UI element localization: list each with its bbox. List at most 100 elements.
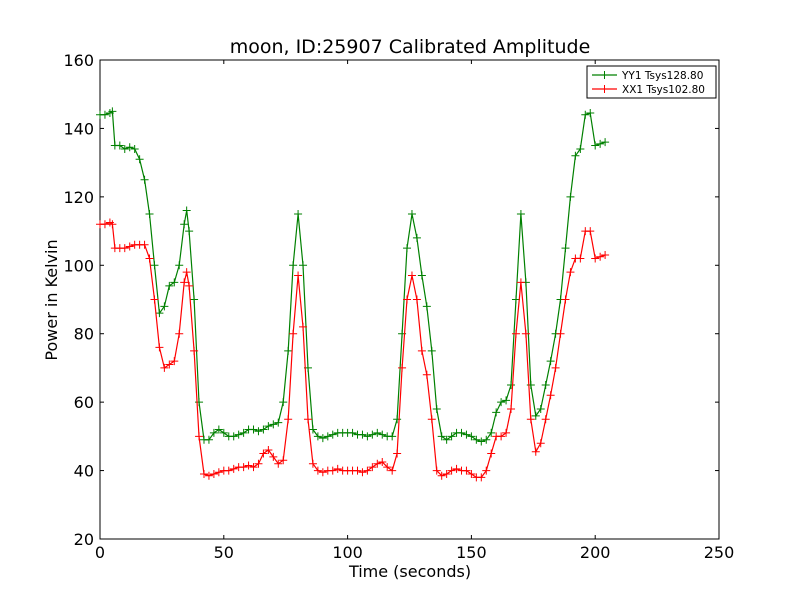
data-point: [487, 449, 496, 458]
data-point: [279, 456, 288, 465]
data-point: [566, 268, 575, 277]
data-point: [591, 254, 600, 263]
x-tick-label: 50: [214, 543, 234, 562]
data-point: [165, 281, 174, 290]
data-point: [165, 360, 174, 369]
legend-box: [586, 65, 717, 99]
data-point: [214, 468, 223, 477]
data-point: [100, 110, 109, 119]
data-point: [432, 404, 441, 413]
data-point: [254, 459, 263, 468]
data-point: [516, 278, 525, 287]
data-point: [108, 220, 117, 229]
data-point: [457, 428, 466, 437]
data-point: [531, 411, 540, 420]
data-point: [140, 175, 149, 184]
data-point: [274, 418, 283, 427]
data-point: [437, 432, 446, 441]
data-point: [422, 370, 431, 379]
data-point: [264, 446, 273, 455]
x-axis-label: Time (seconds): [348, 562, 471, 581]
data-point: [199, 469, 208, 478]
data-point: [442, 469, 451, 478]
data-point: [264, 422, 273, 431]
data-point: [571, 151, 580, 160]
data-point: [467, 432, 476, 441]
legend-entry: XX1 Tsys102.80: [622, 84, 705, 96]
data-point: [398, 363, 407, 372]
data-point: [388, 432, 397, 441]
data-point: [214, 425, 223, 434]
data-point: [407, 271, 416, 280]
data-point: [145, 209, 154, 218]
data-point: [195, 432, 204, 441]
data-point: [511, 295, 520, 304]
legend-entry: YY1 Tsys128.80: [621, 70, 703, 82]
data-point: [259, 425, 268, 434]
data-point: [462, 430, 471, 439]
y-tick-label: 100: [63, 256, 94, 275]
data-point: [140, 240, 149, 249]
data-point: [452, 464, 461, 473]
data-point: [531, 447, 540, 456]
y-tick-label: 140: [63, 119, 94, 138]
data-point: [135, 155, 144, 164]
data-point: [308, 425, 317, 434]
plot-area: 0 50 100 150 200 250 20 40 60 80 100 120 140 160: [63, 51, 734, 562]
data-point: [150, 295, 159, 304]
data-point: [348, 428, 357, 437]
data-point: [284, 346, 293, 355]
data-point: [546, 357, 555, 366]
data-point: [412, 233, 421, 242]
data-point: [427, 346, 436, 355]
data-point: [393, 415, 402, 424]
data-point: [353, 466, 362, 475]
y-tick-label: 80: [74, 325, 94, 344]
data-point: [546, 391, 555, 400]
data-point: [299, 261, 308, 270]
data-point: [224, 466, 233, 475]
data-point: [130, 144, 139, 153]
data-point: [561, 244, 570, 253]
y-axis-label: Power in Kelvin: [42, 239, 61, 360]
data-point: [155, 343, 164, 352]
data-point: [100, 220, 109, 229]
y-tick-label: 60: [74, 393, 94, 412]
data-point: [229, 432, 238, 441]
data-point: [219, 428, 228, 437]
data-point: [477, 473, 486, 482]
data-point: [482, 466, 491, 475]
data-point: [323, 432, 332, 441]
data-point: [175, 329, 184, 338]
data-point: [185, 281, 194, 290]
data-point: [279, 398, 288, 407]
data-point: [328, 430, 337, 439]
data-point: [125, 242, 134, 251]
data-point: [209, 428, 218, 437]
data-point: [373, 459, 382, 468]
legend-marker: [600, 85, 609, 93]
data-point: [541, 415, 550, 424]
data-point: [462, 466, 471, 475]
data-point: [289, 329, 298, 338]
data-point: [393, 449, 402, 458]
data-point: [368, 430, 377, 439]
chart-title: moon, ID:25907 Calibrated Amplitude: [230, 36, 591, 58]
data-point: [422, 302, 431, 311]
data-point: [333, 464, 342, 473]
data-point: [180, 278, 189, 287]
data-point: [511, 329, 520, 338]
data-point: [487, 428, 496, 437]
data-point: [427, 415, 436, 424]
data-point: [269, 420, 278, 429]
legend-marker: [600, 71, 609, 79]
data-point: [541, 381, 550, 390]
data-point: [368, 463, 377, 472]
data-point: [601, 251, 610, 260]
data-point: [182, 206, 191, 215]
data-point: [447, 432, 456, 441]
x-tick-label: 150: [456, 543, 487, 562]
data-point: [244, 461, 253, 470]
data-point: [289, 261, 298, 270]
